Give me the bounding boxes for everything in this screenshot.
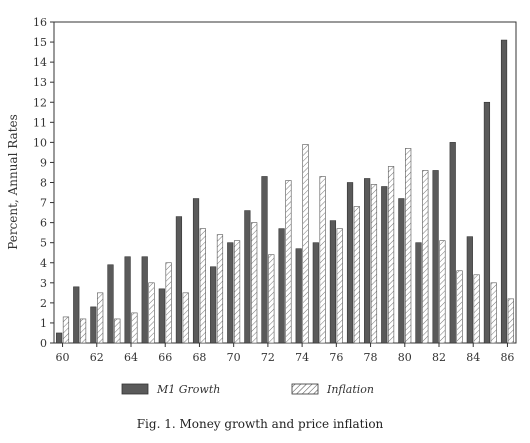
bar-m1-growth — [466, 236, 473, 344]
plot-frame — [53, 21, 517, 344]
y-tick-label: 16 — [33, 16, 47, 29]
y-tick-label: 0 — [40, 337, 47, 350]
y-tick-label: 10 — [33, 136, 47, 149]
x-tick-label: 84 — [466, 351, 480, 364]
bar-inflation — [114, 318, 121, 344]
bar-inflation — [233, 240, 241, 344]
bar-inflation — [199, 228, 206, 344]
y-tick-label: 4 — [40, 257, 47, 270]
y-tick-label: 5 — [40, 237, 47, 250]
bar-inflation — [490, 282, 497, 344]
bar-inflation — [405, 148, 412, 344]
bar-inflation — [353, 206, 360, 344]
bar-inflation — [182, 292, 189, 344]
bar-m1-growth — [483, 101, 491, 344]
bar-m1-growth — [192, 198, 200, 344]
bar-inflation — [285, 180, 292, 344]
y-tick-label: 1 — [40, 317, 47, 330]
bar-inflation — [97, 292, 104, 344]
y-tick-label: 15 — [33, 36, 47, 49]
bar-m1-growth — [278, 228, 285, 344]
legend-label-inflation: Inflation — [326, 383, 374, 396]
y-tick-label: 11 — [33, 116, 47, 129]
x-tick-label: 80 — [398, 351, 412, 364]
bar-inflation — [165, 262, 172, 344]
bar-inflation — [302, 144, 309, 344]
y-tick-label: 8 — [40, 177, 47, 190]
bar-inflation — [422, 170, 429, 344]
legend-swatch-m1-growth — [121, 383, 149, 395]
bar-m1-growth — [329, 220, 337, 344]
bar-m1-growth — [227, 242, 234, 344]
bar-m1-growth — [346, 182, 354, 344]
x-tick-label: 68 — [192, 351, 206, 364]
bar-m1-growth — [90, 306, 97, 344]
bar-inflation — [268, 254, 275, 344]
bar-m1-growth — [398, 198, 405, 344]
y-tick-label: 9 — [40, 156, 47, 169]
bar-inflation — [456, 270, 463, 344]
bar-m1-growth — [312, 242, 319, 344]
x-tick-label: 62 — [90, 351, 104, 364]
bar-m1-growth — [244, 210, 251, 344]
plot-area-border — [53, 21, 517, 344]
figure-caption: Fig. 1. Money growth and price inflation — [137, 417, 384, 431]
bar-inflation — [216, 234, 224, 344]
y-tick-label: 3 — [40, 277, 47, 290]
bar-m1-growth — [364, 178, 371, 344]
bar-m1-growth — [415, 242, 422, 344]
x-tick-label: 78 — [364, 351, 378, 364]
bar-m1-growth — [56, 332, 63, 344]
bar-inflation — [439, 240, 446, 344]
bar-inflation — [387, 166, 395, 344]
legend-swatch-inflation — [291, 383, 319, 395]
bar-inflation — [507, 298, 514, 344]
bar-m1-growth — [175, 216, 183, 344]
x-tick-label: 74 — [295, 351, 309, 364]
bar-m1-growth — [73, 286, 80, 344]
y-tick-label: 2 — [40, 297, 47, 310]
bar-inflation — [79, 318, 87, 344]
bar-inflation — [473, 274, 480, 344]
bar-inflation — [251, 222, 258, 344]
y-tick-label: 12 — [33, 96, 47, 109]
x-tick-label: 70 — [227, 351, 241, 364]
x-tick-label: 86 — [500, 351, 514, 364]
bar-inflation — [336, 228, 343, 344]
x-tick-label: 60 — [56, 351, 70, 364]
x-tick-label: 66 — [158, 351, 172, 364]
x-tick-label: 72 — [261, 351, 275, 364]
y-tick-label: 6 — [40, 217, 47, 230]
legend-label-m1-growth: M1 Growth — [156, 383, 220, 396]
bar-m1-growth — [261, 176, 268, 344]
bar-inflation — [370, 184, 378, 344]
y-axis-title: Percent, Annual Rates — [6, 114, 20, 250]
bar-inflation — [319, 176, 326, 344]
bar-m1-growth — [381, 186, 388, 344]
bar-m1-growth — [210, 266, 217, 344]
y-tick-label: 7 — [40, 197, 47, 210]
bar-m1-growth — [158, 288, 165, 344]
y-tick-label: 14 — [33, 56, 47, 69]
bar-m1-growth — [432, 170, 439, 344]
y-tick-label: 13 — [33, 76, 47, 89]
bar-m1-growth — [124, 256, 131, 344]
legend: M1 Growth Inflation — [121, 383, 374, 396]
x-tick-label: 64 — [124, 351, 138, 364]
bar-m1-growth — [295, 248, 302, 344]
x-tick-label: 76 — [329, 351, 343, 364]
x-axis: 60 62 64 66 68 70 72 74 76 78 80 82 84 86 — [56, 343, 514, 364]
bar-inflation — [131, 312, 138, 344]
bar-m1-growth — [107, 264, 114, 344]
bars-group — [56, 39, 514, 344]
bar-m1-growth — [141, 256, 148, 344]
bar-m1-growth — [449, 142, 456, 344]
bar-inflation — [148, 282, 155, 344]
bar-inflation — [62, 316, 70, 344]
bar-m1-growth — [500, 39, 508, 344]
x-tick-label: 82 — [432, 351, 446, 364]
